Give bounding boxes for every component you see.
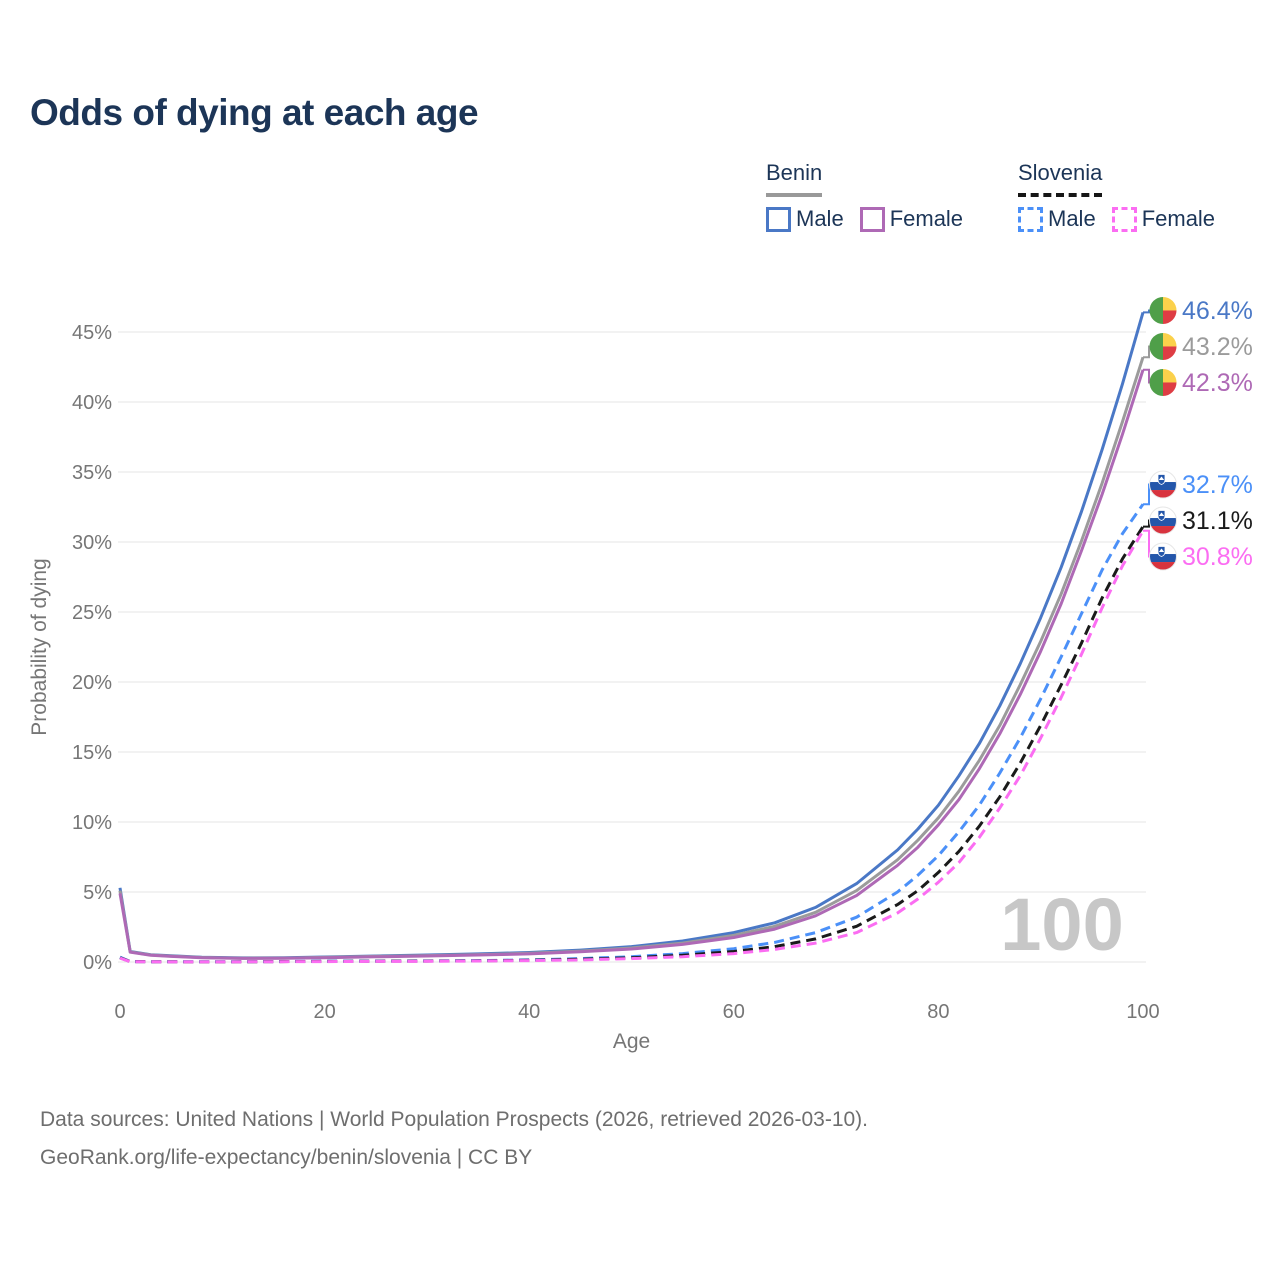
x-tick-label: 60 [723, 1001, 745, 1023]
flag-icon-benin [1149, 296, 1177, 324]
endpoint-label: 43.2% [1182, 333, 1253, 361]
watermark-age: 100 [1000, 883, 1123, 966]
legend-group-benin: Benin Male Female [766, 160, 963, 232]
y-tick-label: 0% [83, 952, 112, 974]
legend-label: Female [1141, 206, 1216, 231]
flag-icon-slovenia [1149, 543, 1177, 571]
flag-icon-slovenia [1149, 507, 1177, 535]
legend-header-slovenia: Slovenia [1018, 160, 1103, 197]
y-tick-label: 15% [72, 742, 112, 764]
flag-icon-benin [1149, 332, 1177, 360]
endpoint-label: 31.1% [1182, 507, 1253, 535]
endpoint-label: 42.3% [1182, 369, 1253, 397]
endpoint-label: 46.4% [1182, 297, 1253, 325]
x-tick-label: 0 [114, 1001, 125, 1023]
y-tick-label: 35% [72, 462, 112, 484]
flag-ring [1149, 542, 1177, 571]
page-title: Odds of dying at each age [30, 92, 479, 133]
series-line-benin-female [118, 369, 1145, 960]
attribution-link[interactable]: GeoRank.org/life-expectancy/benin/sloven… [40, 1146, 533, 1169]
benin-male-swatch-icon [766, 206, 791, 232]
legend-group-slovenia: Slovenia Male Female [1018, 160, 1215, 232]
x-tick-label: 80 [927, 1001, 949, 1023]
series-line-benin-both-sexes [118, 356, 1145, 960]
x-axis-title: Age [613, 1030, 650, 1053]
y-tick-label: 45% [72, 322, 112, 344]
y-tick-label: 20% [72, 672, 112, 694]
x-tick-label: 100 [1126, 1001, 1159, 1023]
y-tick-label: 10% [72, 812, 112, 834]
flag-icon-benin [1149, 368, 1177, 396]
legend-item-slovenia-male[interactable]: Male [1018, 206, 1096, 232]
x-tick-label: 40 [518, 1001, 540, 1023]
legend-item-slovenia-female[interactable]: Female [1111, 206, 1216, 232]
series-line-slovenia-male [119, 503, 1145, 964]
y-axis-title: Probability of dying [28, 558, 51, 735]
series-line-slovenia-female [119, 530, 1145, 964]
y-tick-label: 25% [72, 602, 112, 624]
legend-label: Male [1048, 206, 1096, 231]
endpoint-label: 32.7% [1182, 471, 1253, 499]
data-source-note: Data sources: United Nations | World Pop… [40, 1108, 869, 1131]
slovenia-male-swatch-icon [1018, 206, 1043, 232]
series-line-benin-male [118, 311, 1145, 960]
benin-female-swatch-icon [859, 206, 885, 232]
legend-label: Male [796, 206, 844, 231]
slovenia-female-swatch-icon [1111, 206, 1137, 232]
legend-item-benin-male[interactable]: Male [766, 206, 844, 232]
x-tick-label: 20 [313, 1001, 335, 1023]
y-tick-label: 30% [72, 532, 112, 554]
flag-icon-slovenia [1149, 471, 1177, 499]
y-tick-label: 5% [83, 882, 112, 904]
flag-ring [1149, 506, 1177, 535]
legend-header-benin: Benin [766, 160, 823, 197]
y-tick-label: 40% [72, 392, 112, 414]
legend-label: Female [889, 206, 964, 231]
flag-ring [1149, 470, 1177, 499]
endpoint-label: 30.8% [1182, 543, 1253, 571]
legend-item-benin-female[interactable]: Female [859, 206, 964, 232]
